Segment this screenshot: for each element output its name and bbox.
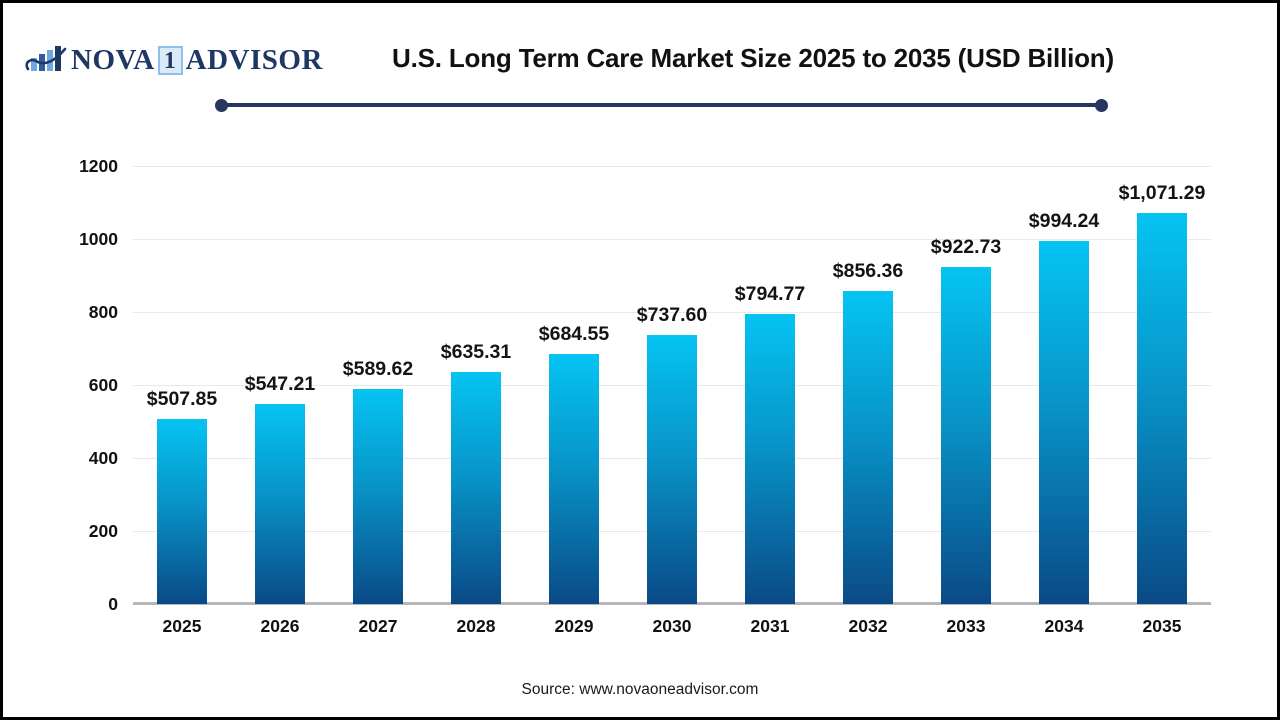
x-tick-label-2026: 2026 — [260, 616, 300, 636]
bar-2035 — [1137, 212, 1187, 604]
bar-slot-2027: $589.62 2027 — [329, 166, 427, 636]
bar-chart-swoosh-icon — [25, 46, 67, 71]
x-tick-label-2034: 2034 — [1044, 616, 1084, 636]
brand-name-suffix: ADVISOR — [185, 43, 323, 76]
x-tick-label-2035: 2035 — [1142, 616, 1182, 636]
title-divider — [215, 98, 1108, 112]
bar-slot-2031: $794.77 2031 — [721, 166, 819, 636]
brand-number-badge: 1 — [157, 45, 183, 75]
bar-slot-2034: $994.24 2034 — [1015, 166, 1113, 636]
bar-2026 — [255, 404, 305, 604]
bar-value-label-2027: $589.62 — [342, 357, 414, 380]
x-tick-label-2033: 2033 — [946, 616, 986, 636]
bar-slot-2033: $922.73 2033 — [917, 166, 1015, 636]
bar-value-label-2025: $507.85 — [146, 387, 218, 410]
gridline-800 — [133, 312, 1211, 313]
brand-name: NOVA 1 ADVISOR — [71, 44, 323, 77]
bar-value-label-2032: $856.36 — [832, 260, 904, 283]
bar-2025 — [157, 418, 207, 604]
y-tick-label-1200: 1200 — [79, 156, 118, 176]
divider-line — [220, 103, 1103, 107]
bar-2032 — [843, 291, 893, 604]
bar-slot-2026: $547.21 2026 — [231, 166, 329, 636]
bar-value-label-2028: $635.31 — [440, 341, 512, 364]
bar-2031 — [745, 313, 795, 604]
y-tick-label-200: 200 — [88, 521, 118, 541]
bar-slot-2035: $1,071.29 2035 — [1113, 166, 1211, 636]
x-tick-label-2031: 2031 — [750, 616, 790, 636]
divider-dot-right — [1095, 98, 1108, 112]
x-tick-label-2032: 2032 — [848, 616, 888, 636]
plot-area: $507.85 2025 $547.21 2026 $589.62 2027 $635.31… — [133, 166, 1211, 636]
bar-value-label-2030: $737.60 — [636, 303, 708, 326]
brand-logo: NOVA 1 ADVISOR — [25, 39, 323, 81]
bar-slot-2028: $635.31 2028 — [427, 166, 525, 636]
y-tick-label-400: 400 — [88, 448, 118, 468]
y-tick-label-0: 0 — [108, 594, 118, 614]
bar-slot-2032: $856.36 2032 — [819, 166, 917, 636]
y-axis: 0 200 400 600 800 1000 1200 — [3, 156, 118, 614]
bar-2033 — [941, 267, 991, 604]
bar-2027 — [353, 388, 403, 604]
bar-slot-2029: $684.55 2029 — [525, 166, 623, 636]
brand-name-prefix: NOVA — [71, 43, 155, 76]
bar-2030 — [647, 334, 697, 604]
bar-slot-2030: $737.60 2030 — [623, 166, 721, 636]
source-text: Source: www.novaoneadvisor.com — [521, 681, 759, 698]
bar-value-label-2035: $1,071.29 — [1118, 181, 1206, 204]
x-tick-label-2025: 2025 — [162, 616, 202, 636]
bar-value-label-2034: $994.24 — [1028, 210, 1100, 233]
bar-2029 — [549, 354, 599, 604]
x-tick-label-2027: 2027 — [358, 616, 398, 636]
x-tick-label-2030: 2030 — [652, 616, 692, 636]
bar-value-label-2026: $547.21 — [244, 373, 316, 396]
x-tick-label-2029: 2029 — [554, 616, 594, 636]
bar-value-label-2031: $794.77 — [734, 282, 806, 305]
bar-2028 — [451, 372, 501, 604]
y-tick-label-1000: 1000 — [79, 229, 118, 249]
y-tick-label-800: 800 — [88, 302, 118, 322]
bar-value-label-2033: $922.73 — [930, 236, 1002, 259]
x-tick-label-2028: 2028 — [456, 616, 496, 636]
gridline-1200 — [133, 166, 1211, 167]
page-title: U.S. Long Term Care Market Size 2025 to … — [392, 43, 1114, 73]
bar-slot-2025: $507.85 2025 — [133, 166, 231, 636]
bar-value-label-2029: $684.55 — [538, 323, 610, 346]
bar-2034 — [1039, 241, 1089, 604]
y-tick-label-600: 600 — [88, 375, 118, 395]
gridline-1000 — [133, 239, 1211, 240]
